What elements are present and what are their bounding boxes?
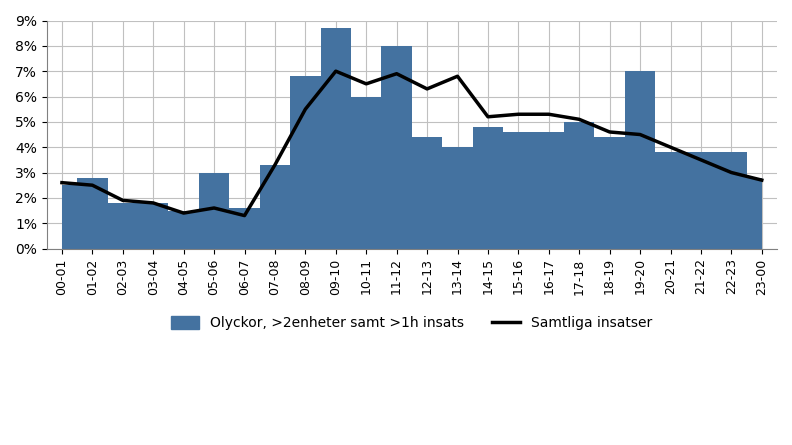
Legend: Olyckor, >2enheter samt >1h insats, Samtliga insatser: Olyckor, >2enheter samt >1h insats, Samt… bbox=[165, 309, 659, 337]
